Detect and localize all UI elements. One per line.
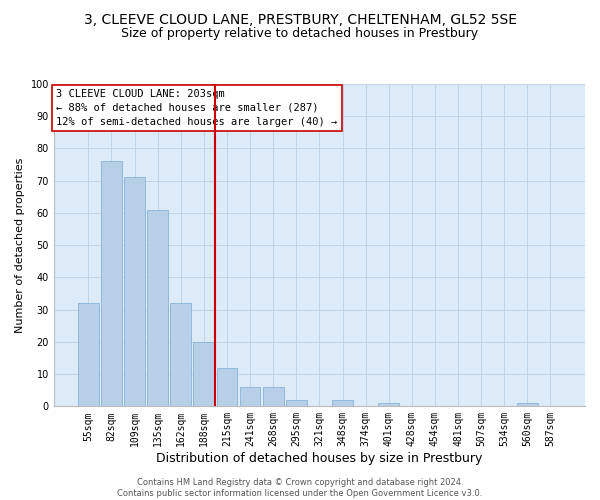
X-axis label: Distribution of detached houses by size in Prestbury: Distribution of detached houses by size … [156,452,482,465]
Bar [193,342,214,406]
Text: Size of property relative to detached houses in Prestbury: Size of property relative to detached ho… [121,28,479,40]
Y-axis label: Number of detached properties: Number of detached properties [15,158,25,333]
Bar [263,387,284,406]
Text: Contains HM Land Registry data © Crown copyright and database right 2024.
Contai: Contains HM Land Registry data © Crown c… [118,478,482,498]
Bar [124,178,145,406]
Bar [332,400,353,406]
Bar [217,368,238,406]
Bar [286,400,307,406]
Bar [170,303,191,406]
Text: 3, CLEEVE CLOUD LANE, PRESTBURY, CHELTENHAM, GL52 5SE: 3, CLEEVE CLOUD LANE, PRESTBURY, CHELTEN… [83,12,517,26]
Bar [147,210,168,406]
Text: 3 CLEEVE CLOUD LANE: 203sqm
← 88% of detached houses are smaller (287)
12% of se: 3 CLEEVE CLOUD LANE: 203sqm ← 88% of det… [56,89,338,127]
Bar [78,303,99,406]
Bar [101,162,122,406]
Bar [379,403,399,406]
Bar [239,387,260,406]
Bar [517,403,538,406]
